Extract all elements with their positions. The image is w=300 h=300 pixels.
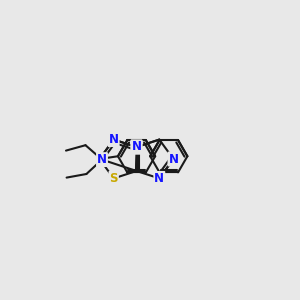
Text: N: N <box>131 140 142 154</box>
Text: N: N <box>154 172 164 185</box>
Text: S: S <box>110 172 118 185</box>
Text: N: N <box>109 133 119 146</box>
Text: N: N <box>97 153 107 166</box>
Text: N: N <box>168 152 178 166</box>
Text: N: N <box>131 140 142 154</box>
